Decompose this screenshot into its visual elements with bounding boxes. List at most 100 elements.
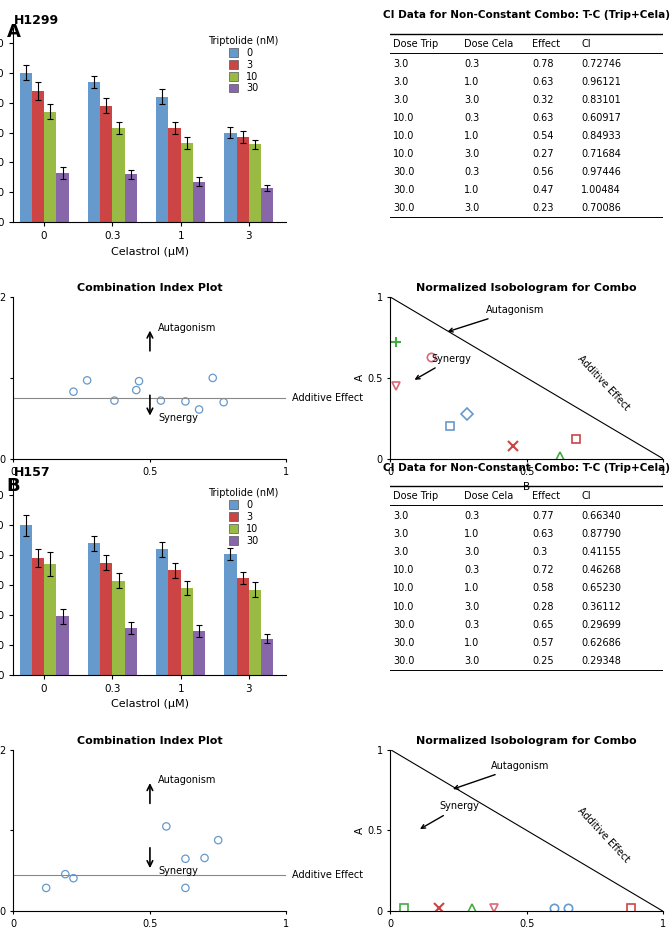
Point xyxy=(161,819,172,834)
Bar xyxy=(261,188,273,222)
Bar xyxy=(125,629,137,674)
Text: 0.3: 0.3 xyxy=(464,619,479,630)
Text: 0.77: 0.77 xyxy=(532,512,554,521)
Text: 3.0: 3.0 xyxy=(393,529,408,539)
Text: 0.28: 0.28 xyxy=(532,602,553,612)
Text: Autagonism: Autagonism xyxy=(454,761,549,790)
Text: 0.3: 0.3 xyxy=(464,167,479,177)
Text: 0.63: 0.63 xyxy=(532,76,553,86)
Text: 3.0: 3.0 xyxy=(393,59,408,69)
Bar xyxy=(113,128,125,222)
Text: Additive Effect: Additive Effect xyxy=(292,393,363,404)
Title: Combination Index Plot: Combination Index Plot xyxy=(77,284,222,294)
Bar xyxy=(44,112,56,222)
Text: 0.84933: 0.84933 xyxy=(582,131,621,141)
Text: Autagonism: Autagonism xyxy=(449,305,544,332)
Text: 0.32: 0.32 xyxy=(532,95,553,105)
Legend: 0, 3, 10, 30: 0, 3, 10, 30 xyxy=(206,33,281,97)
Point xyxy=(68,384,79,399)
Text: 0.62686: 0.62686 xyxy=(582,638,621,648)
Text: 1.0: 1.0 xyxy=(464,638,479,648)
Point xyxy=(68,870,79,885)
Text: 0.78: 0.78 xyxy=(532,59,553,69)
Text: Additive Effect: Additive Effect xyxy=(576,353,631,412)
Text: 3.0: 3.0 xyxy=(464,656,479,666)
Text: H1299: H1299 xyxy=(13,14,58,27)
Text: Dose Trip: Dose Trip xyxy=(393,491,438,501)
Text: CI: CI xyxy=(582,491,591,501)
Point xyxy=(218,394,229,409)
Text: Autagonism: Autagonism xyxy=(158,776,216,785)
Title: Combination Index Plot: Combination Index Plot xyxy=(77,736,222,746)
Text: 0.3: 0.3 xyxy=(464,113,479,123)
Text: 0.87790: 0.87790 xyxy=(582,529,621,539)
Point xyxy=(208,370,218,385)
Text: 0.72: 0.72 xyxy=(532,565,554,576)
Bar xyxy=(224,132,237,222)
Text: A: A xyxy=(7,23,21,41)
Point xyxy=(199,851,210,866)
Point xyxy=(180,394,191,409)
Bar xyxy=(100,106,113,222)
Text: 3.0: 3.0 xyxy=(393,76,408,86)
Text: Dose Trip: Dose Trip xyxy=(393,39,438,48)
Text: 3.0: 3.0 xyxy=(393,512,408,521)
Bar xyxy=(44,565,56,674)
Text: 10.0: 10.0 xyxy=(393,113,414,123)
Text: H157: H157 xyxy=(13,466,50,479)
Text: 10.0: 10.0 xyxy=(393,131,414,141)
Text: 3.0: 3.0 xyxy=(464,204,479,213)
Bar xyxy=(261,639,273,674)
Text: 0.97446: 0.97446 xyxy=(582,167,621,177)
Text: 10.0: 10.0 xyxy=(393,565,414,576)
Bar xyxy=(193,182,205,222)
Text: CI Data for Non-Constant Combo: T-C (Trip+Cela): CI Data for Non-Constant Combo: T-C (Tri… xyxy=(383,462,670,472)
Bar xyxy=(237,137,249,222)
Point xyxy=(41,881,52,896)
Text: 1.0: 1.0 xyxy=(464,185,479,195)
Text: Dose Cela: Dose Cela xyxy=(464,491,513,501)
Text: 0.3: 0.3 xyxy=(464,59,479,69)
Legend: 0, 3, 10, 30: 0, 3, 10, 30 xyxy=(206,485,281,549)
X-axis label: B: B xyxy=(523,482,531,492)
Text: 1.0: 1.0 xyxy=(464,529,479,539)
Text: Synergy: Synergy xyxy=(158,866,198,876)
Text: 3.0: 3.0 xyxy=(464,149,479,159)
Text: 0.58: 0.58 xyxy=(532,583,553,593)
Bar xyxy=(19,525,32,674)
Bar xyxy=(56,173,69,222)
Text: 1.00484: 1.00484 xyxy=(582,185,621,195)
Text: 0.29699: 0.29699 xyxy=(582,619,621,630)
Bar xyxy=(224,553,237,674)
Text: 0.3: 0.3 xyxy=(464,565,479,576)
Bar xyxy=(249,590,261,674)
Point xyxy=(82,373,92,388)
Bar xyxy=(88,82,100,222)
Text: Additive Effect: Additive Effect xyxy=(292,870,363,880)
Text: Synergy: Synergy xyxy=(416,353,471,379)
Text: 0.47: 0.47 xyxy=(532,185,553,195)
Bar xyxy=(19,73,32,222)
Text: 0.60917: 0.60917 xyxy=(582,113,621,123)
Point xyxy=(155,393,166,408)
Text: 0.41155: 0.41155 xyxy=(582,547,621,557)
Text: 10.0: 10.0 xyxy=(393,602,414,612)
Text: 30.0: 30.0 xyxy=(393,656,414,666)
Text: 30.0: 30.0 xyxy=(393,167,414,177)
Bar xyxy=(156,550,168,674)
Text: Synergy: Synergy xyxy=(158,414,198,423)
Text: Autagonism: Autagonism xyxy=(158,323,216,333)
Text: 0.23: 0.23 xyxy=(532,204,553,213)
Text: 3.0: 3.0 xyxy=(464,602,479,612)
Text: CI: CI xyxy=(582,39,591,48)
Text: 0.57: 0.57 xyxy=(532,638,554,648)
Bar xyxy=(249,144,261,222)
Point xyxy=(180,881,191,896)
Point xyxy=(213,832,224,847)
Text: 0.71684: 0.71684 xyxy=(582,149,621,159)
Text: 0.63: 0.63 xyxy=(532,529,553,539)
Bar xyxy=(156,97,168,222)
Text: 3.0: 3.0 xyxy=(464,547,479,557)
Text: Dose Cela: Dose Cela xyxy=(464,39,513,48)
Point xyxy=(131,382,141,397)
